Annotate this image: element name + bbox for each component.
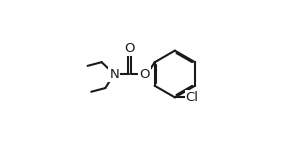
Text: O: O	[124, 42, 135, 55]
Text: Cl: Cl	[186, 91, 199, 104]
Text: O: O	[139, 67, 150, 81]
Text: N: N	[109, 67, 119, 81]
